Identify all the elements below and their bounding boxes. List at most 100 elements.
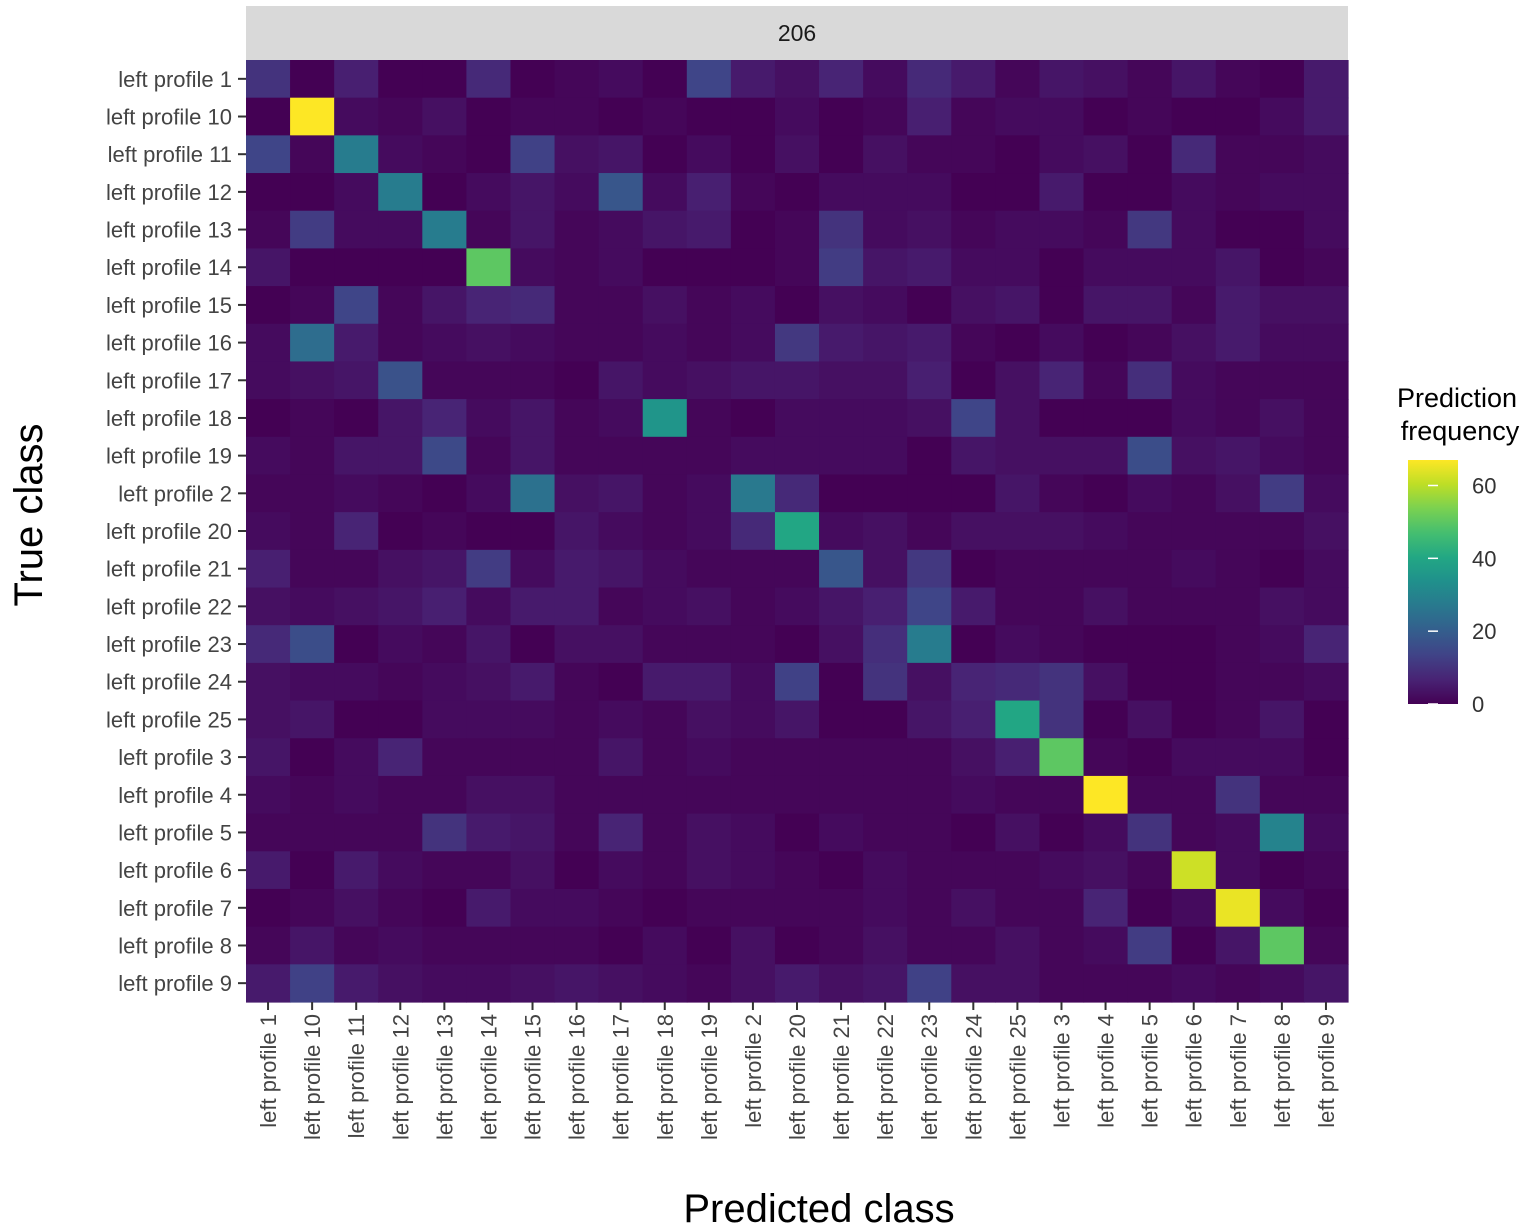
heatmap-cell xyxy=(1215,700,1261,739)
heatmap-cell xyxy=(951,926,996,965)
heatmap-cell xyxy=(510,926,556,965)
heatmap-cell xyxy=(686,926,732,965)
heatmap-cell xyxy=(334,625,379,664)
heatmap-cell xyxy=(1171,775,1217,815)
heatmap-cell xyxy=(1215,135,1261,174)
heatmap-cell xyxy=(774,549,820,589)
heatmap-cell xyxy=(774,587,820,626)
heatmap-cell xyxy=(1259,512,1305,551)
heatmap-cell xyxy=(863,926,908,965)
heatmap-cell xyxy=(1083,587,1129,626)
heatmap-cell xyxy=(774,97,820,136)
heatmap-cell xyxy=(554,173,600,212)
heatmap-cell xyxy=(510,173,556,212)
x-tick-label: left profile 8 xyxy=(1270,1014,1295,1128)
heatmap-cell xyxy=(951,851,996,890)
y-tick-label: left profile 3 xyxy=(118,745,232,770)
heatmap-cell xyxy=(907,135,952,174)
heatmap-cell xyxy=(510,361,556,400)
heatmap-cell xyxy=(774,323,820,363)
heatmap-cell xyxy=(554,399,600,438)
heatmap-cell xyxy=(334,549,379,589)
heatmap-cell xyxy=(246,248,291,287)
heatmap-cell xyxy=(554,587,600,626)
heatmap-cell xyxy=(1259,436,1305,476)
heatmap-cell xyxy=(1039,813,1085,852)
heatmap-cell xyxy=(819,361,864,400)
heatmap-cell xyxy=(510,97,556,136)
heatmap-cell xyxy=(1215,549,1261,589)
heatmap-cell xyxy=(951,361,996,400)
heatmap-cell xyxy=(466,323,512,363)
heatmap-cell xyxy=(1215,436,1261,476)
heatmap-cell xyxy=(598,587,644,626)
heatmap-cell xyxy=(1259,97,1305,136)
heatmap-cell xyxy=(642,135,688,174)
heatmap-cell xyxy=(466,662,512,702)
heatmap-cell xyxy=(1171,399,1217,438)
heatmap-cell xyxy=(1127,625,1173,664)
heatmap-cell xyxy=(1171,512,1217,551)
y-tick-label: left profile 25 xyxy=(106,707,232,732)
heatmap-cell xyxy=(1039,738,1085,777)
heatmap-cell xyxy=(378,248,423,287)
heatmap-cell xyxy=(290,135,335,174)
heatmap-cell xyxy=(863,625,908,664)
heatmap-cell xyxy=(730,512,776,551)
heatmap-cell xyxy=(422,775,467,815)
heatmap-cell xyxy=(290,436,335,476)
heatmap-cell xyxy=(378,474,423,513)
heatmap-cell xyxy=(246,700,291,739)
heatmap-cell xyxy=(1083,323,1129,363)
heatmap-cell xyxy=(1039,173,1085,212)
heatmap-cell xyxy=(246,851,291,890)
heatmap-cell xyxy=(819,60,864,99)
legend-tick-label: 60 xyxy=(1472,473,1496,498)
heatmap-cell xyxy=(378,399,423,438)
heatmap-cell xyxy=(907,436,952,476)
heatmap-cell xyxy=(334,323,379,363)
heatmap-cell xyxy=(246,926,291,965)
heatmap-cell xyxy=(863,248,908,287)
heatmap-cell xyxy=(642,286,688,325)
x-tick-label: left profile 16 xyxy=(565,1014,590,1140)
heatmap-cell xyxy=(1259,399,1305,438)
heatmap-cell xyxy=(1303,512,1349,551)
heatmap-cell xyxy=(1127,775,1173,815)
heatmap-cell xyxy=(730,474,776,513)
heatmap-cell xyxy=(510,700,556,739)
heatmap-cell xyxy=(1039,512,1085,551)
heatmap-cell xyxy=(774,210,820,249)
heatmap-cell xyxy=(907,700,952,739)
y-tick-label: left profile 12 xyxy=(106,180,232,205)
heatmap-cell xyxy=(686,512,732,551)
heatmap-cell xyxy=(642,248,688,287)
heatmap-cell xyxy=(951,60,996,99)
heatmap-cell xyxy=(246,173,291,212)
heatmap-cell xyxy=(1127,512,1173,551)
heatmap-cell xyxy=(510,813,556,852)
heatmap-cell xyxy=(686,775,732,815)
heatmap-cell xyxy=(334,97,379,136)
heatmap-cell xyxy=(1303,210,1349,249)
heatmap-cell xyxy=(1215,587,1261,626)
heatmap-cell xyxy=(1171,813,1217,852)
heatmap-cell xyxy=(378,97,423,136)
heatmap-cell xyxy=(1215,361,1261,400)
heatmap-cell xyxy=(554,436,600,476)
heatmap-cell xyxy=(246,625,291,664)
heatmap-cell xyxy=(466,813,512,852)
heatmap-cell xyxy=(598,474,644,513)
y-axis-ticks: left profile 1 left profile 10 left profil… xyxy=(106,67,246,996)
heatmap-cell xyxy=(510,135,556,174)
heatmap-cell xyxy=(598,97,644,136)
heatmap-cell xyxy=(378,436,423,476)
heatmap-cell xyxy=(819,625,864,664)
heatmap-cell xyxy=(995,625,1041,664)
heatmap-cell xyxy=(1083,813,1129,852)
heatmap-cell xyxy=(1039,135,1085,174)
x-tick-label: left profile 22 xyxy=(873,1014,898,1140)
heatmap-cell xyxy=(290,97,335,136)
heatmap-cell xyxy=(378,135,423,174)
heatmap-cell xyxy=(1215,97,1261,136)
